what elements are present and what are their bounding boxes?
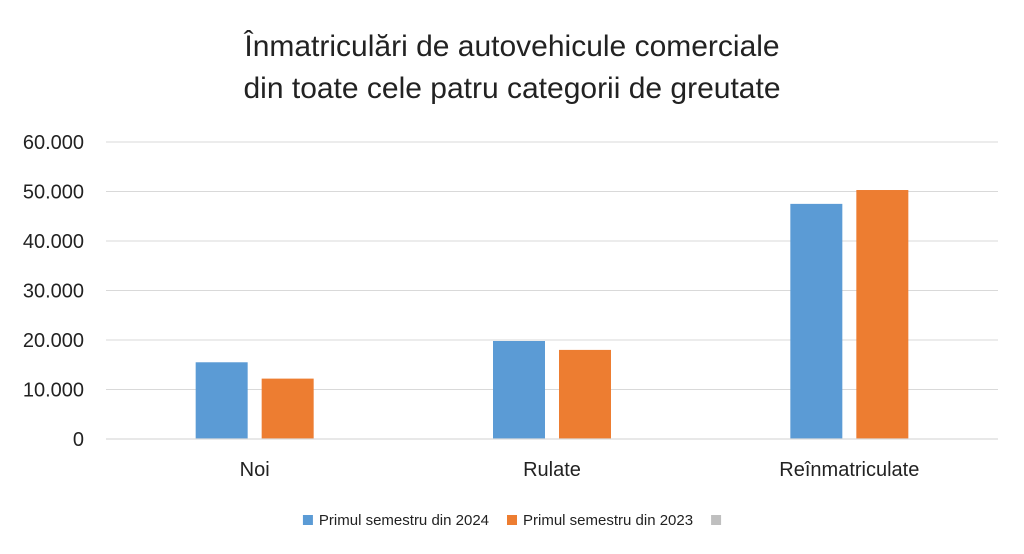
y-tick-label: 30.000 xyxy=(23,281,84,303)
y-tick-label: 0 xyxy=(73,429,84,451)
bar-1-reînmatriculate xyxy=(790,203,843,439)
bar-2-reînmatriculate xyxy=(856,190,909,439)
chart-title-line-1: Înmatriculări de autovehicule comerciale xyxy=(243,30,779,63)
legend-label-1: Primul semestru din 2024 xyxy=(319,512,489,529)
y-tick-label: 50.000 xyxy=(23,182,84,204)
x-axis: Noi Rulate Reînmatriculate xyxy=(106,438,998,481)
y-tick-label: 10.000 xyxy=(23,380,84,402)
bar-2-noi xyxy=(261,378,314,439)
y-axis: 0 10.000 20.000 30.000 40.000 50.000 60.000 xyxy=(23,132,84,451)
legend-label-2: Primul semestru din 2023 xyxy=(523,512,693,529)
gridlines xyxy=(106,141,998,390)
y-tick-label: 60.000 xyxy=(23,132,84,154)
y-tick-label: 20.000 xyxy=(23,330,84,352)
legend-swatch-2 xyxy=(507,515,517,525)
y-tick-label: 40.000 xyxy=(23,231,84,253)
category-label: Reînmatriculate xyxy=(779,459,919,481)
category-label: Rulate xyxy=(523,459,581,481)
bar-2-rulate xyxy=(559,349,611,439)
bar-1-noi xyxy=(195,362,248,439)
bar-1-rulate xyxy=(493,340,545,439)
legend-swatch-3 xyxy=(711,515,722,525)
legend-swatch-1 xyxy=(302,515,313,525)
legend: Primul semestru din 2024 Primul semestru … xyxy=(302,512,722,529)
bars xyxy=(195,190,909,439)
category-label: Noi xyxy=(240,459,270,481)
chart-title-line-2: din toate cele patru categorii de greuta… xyxy=(243,72,780,105)
